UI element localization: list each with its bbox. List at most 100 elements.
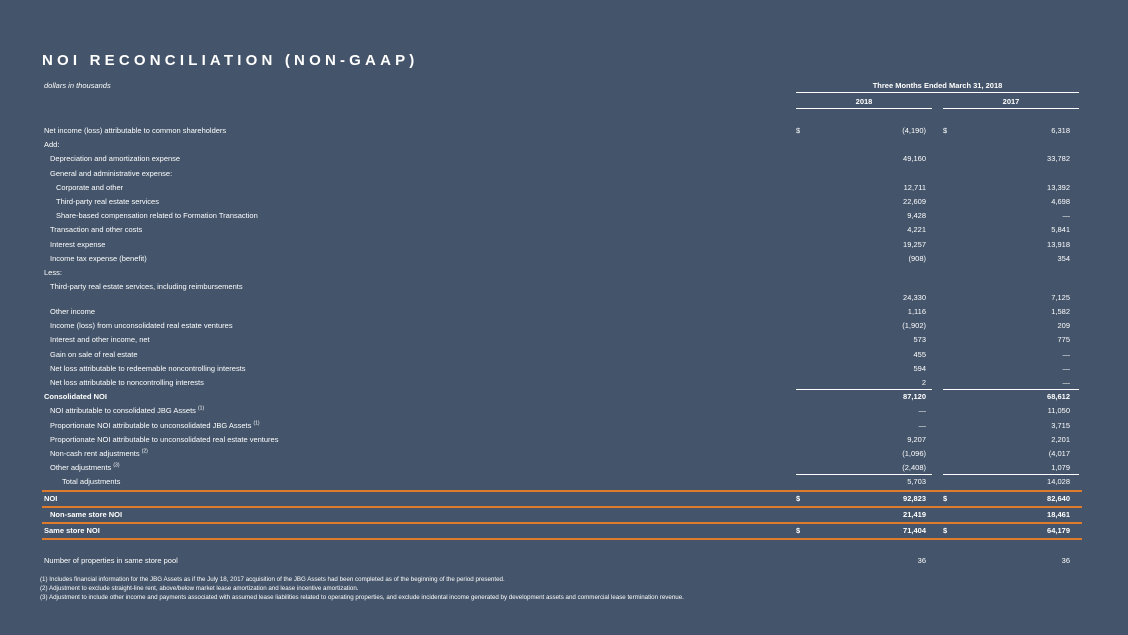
row-label: Total adjustments bbox=[62, 477, 121, 487]
currency-symbol: $ bbox=[943, 126, 948, 135]
table-row: Net income (loss) attributable to common… bbox=[42, 124, 1082, 138]
row-label: Depreciation and amortization expense bbox=[50, 154, 181, 164]
row-label: Add: bbox=[44, 140, 60, 150]
footnote-ref: (1) bbox=[198, 405, 205, 412]
table-row: NOI attributable to consolidated JBG Ass… bbox=[42, 404, 1082, 418]
footnote-ref: (3) bbox=[113, 462, 120, 469]
table-row: Interest and other income, net 573 775 bbox=[42, 333, 1082, 347]
row-label: Net income (loss) attributable to common… bbox=[44, 126, 227, 135]
table-row: Depreciation and amortization expense 49… bbox=[42, 152, 1082, 166]
row-label: Proportionate NOI attributable to uncons… bbox=[50, 434, 279, 444]
row-label: Interest and other income, net bbox=[50, 335, 150, 345]
value-2017: — bbox=[1062, 378, 1071, 387]
table-row: NOI $ 92,823 $ 82,640 bbox=[42, 492, 1082, 508]
row-label: Gain on sale of real estate bbox=[50, 349, 138, 359]
value-2017: 18,461 bbox=[1047, 509, 1070, 519]
table-row: Same store NOI $ 71,404 $ 64,179 bbox=[42, 524, 1082, 541]
value-2018: 21,419 bbox=[903, 509, 926, 519]
value-2018: — bbox=[918, 406, 927, 416]
row-label: Other income bbox=[50, 307, 96, 317]
value-2017: 775 bbox=[1057, 335, 1070, 345]
value-2017: 13,918 bbox=[1047, 239, 1070, 249]
table-row: Net loss attributable to noncontrolling … bbox=[42, 376, 1082, 391]
value-2017: 36 bbox=[1061, 556, 1070, 566]
value-2018: (1,096) bbox=[902, 448, 926, 458]
table-row: Third-party real estate services 22,609 … bbox=[42, 195, 1082, 209]
value-2018: 19,257 bbox=[903, 239, 926, 249]
value-2017: 1,582 bbox=[1051, 307, 1070, 317]
row-label: Corporate and other bbox=[56, 182, 124, 192]
row-label: NOI bbox=[44, 493, 58, 503]
value-2018: (908) bbox=[908, 253, 926, 263]
row-label: Third-party real estate services, includ… bbox=[50, 282, 243, 292]
row-label: Other adjustments (3) bbox=[50, 462, 120, 473]
table-row: Other adjustments (3) (2,408) 1,079 bbox=[42, 461, 1082, 476]
subtotal-rule bbox=[796, 474, 932, 476]
subtotal-rule bbox=[943, 474, 1079, 476]
reconciliation-table: Net income (loss) attributable to common… bbox=[42, 124, 1082, 568]
units-label: dollars in thousands bbox=[44, 81, 111, 90]
row-label: Consolidated NOI bbox=[44, 392, 107, 402]
table-row: Total adjustments 5,703 14,028 bbox=[42, 475, 1082, 492]
currency-symbol: $ bbox=[943, 493, 948, 503]
value-2018: (1,902) bbox=[902, 321, 926, 331]
row-label: Income (loss) from unconsolidated real e… bbox=[50, 321, 233, 331]
footnote-ref: (1) bbox=[253, 420, 260, 427]
subtotal-rule bbox=[796, 389, 932, 391]
value-2017: 13,392 bbox=[1047, 182, 1070, 192]
table-row: Income (loss) from unconsolidated real e… bbox=[42, 319, 1082, 333]
value-2018: 594 bbox=[913, 363, 926, 373]
value-2018: 2 bbox=[921, 378, 926, 387]
column-header-2018: 2018 bbox=[796, 97, 932, 109]
table-row: General and administrative expense: bbox=[42, 167, 1082, 181]
table-row: Share-based compensation related to Form… bbox=[42, 209, 1082, 223]
value-2017: 5,841 bbox=[1051, 225, 1070, 235]
value-2018: (2,408) bbox=[902, 463, 926, 473]
row-label: Less: bbox=[44, 267, 62, 277]
footnote: (3) Adjustment to include other income a… bbox=[40, 593, 684, 601]
table-row: Income tax expense (benefit) (908) 354 bbox=[42, 252, 1082, 266]
currency-symbol: $ bbox=[796, 525, 801, 535]
value-2017: 14,028 bbox=[1047, 477, 1070, 487]
subtotal-rule bbox=[943, 389, 1079, 391]
row-label: Income tax expense (benefit) bbox=[50, 253, 147, 263]
value-2017: 1,079 bbox=[1051, 463, 1070, 473]
table-row: Corporate and other 12,711 13,392 bbox=[42, 181, 1082, 195]
row-label: Net loss attributable to redeemable nonc… bbox=[50, 363, 246, 373]
value-2017: — bbox=[1062, 349, 1071, 359]
value-2018: (4,190) bbox=[902, 126, 926, 135]
value-2018: 5,703 bbox=[907, 477, 926, 487]
row-label: Number of properties in same store pool bbox=[44, 556, 178, 566]
value-2017: 7,125 bbox=[1051, 293, 1070, 303]
value-2018: 49,160 bbox=[903, 154, 926, 164]
value-2018: 12,711 bbox=[903, 182, 926, 192]
table-row: Transaction and other costs 4,221 5,841 bbox=[42, 223, 1082, 237]
table-row: Proportionate NOI attributable to uncons… bbox=[42, 419, 1082, 433]
value-2017: 33,782 bbox=[1047, 154, 1070, 164]
table-row: Interest expense 19,257 13,918 bbox=[42, 238, 1082, 252]
period-header: Three Months Ended March 31, 2018 bbox=[796, 81, 1079, 93]
row-label: Net loss attributable to noncontrolling … bbox=[50, 378, 204, 387]
value-2017: 2,201 bbox=[1051, 434, 1070, 444]
spacer-row bbox=[42, 540, 1082, 554]
value-2018: 36 bbox=[917, 556, 926, 566]
footnote: (1) Includes financial information for t… bbox=[40, 576, 505, 583]
table-row: Net loss attributable to redeemable nonc… bbox=[42, 362, 1082, 376]
row-label: Non-cash rent adjustments (2) bbox=[50, 448, 148, 458]
value-2018: 573 bbox=[913, 335, 926, 345]
currency-symbol: $ bbox=[943, 525, 948, 535]
value-2017: 82,640 bbox=[1047, 493, 1070, 503]
value-2017: 6,318 bbox=[1051, 126, 1070, 135]
row-label: Interest expense bbox=[50, 239, 106, 249]
value-2017: 354 bbox=[1057, 253, 1070, 263]
table-row: Proportionate NOI attributable to uncons… bbox=[42, 433, 1082, 447]
table-row: Other income 1,116 1,582 bbox=[42, 305, 1082, 319]
value-2018: — bbox=[918, 420, 927, 430]
value-2018: 1,116 bbox=[907, 307, 926, 317]
value-2018: 9,207 bbox=[907, 434, 926, 444]
footnotes: (1) Includes financial information for t… bbox=[40, 576, 684, 602]
column-header-2017: 2017 bbox=[943, 97, 1079, 109]
row-label: Same store NOI bbox=[44, 525, 100, 535]
value-2017: — bbox=[1062, 363, 1071, 373]
value-2018: 455 bbox=[913, 349, 926, 359]
